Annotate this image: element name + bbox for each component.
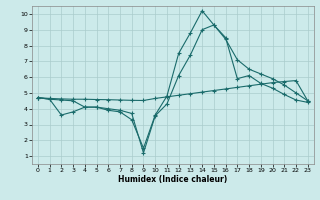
X-axis label: Humidex (Indice chaleur): Humidex (Indice chaleur) [118, 175, 228, 184]
